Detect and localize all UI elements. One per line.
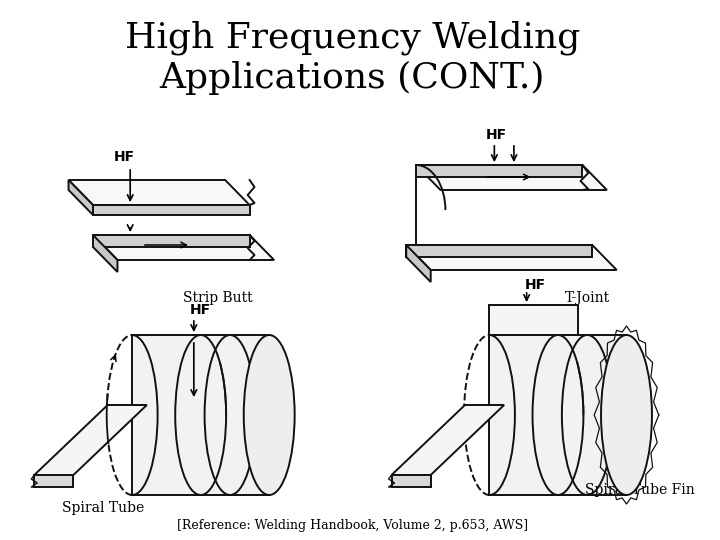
Polygon shape [406,245,593,257]
Text: HF: HF [114,150,135,164]
Polygon shape [93,235,250,247]
Text: [Reference: Welding Handbook, Volume 2, p.653, AWS]: [Reference: Welding Handbook, Volume 2, … [177,519,528,532]
Text: T-Joint: T-Joint [564,291,610,305]
Polygon shape [132,335,269,495]
Polygon shape [416,165,582,177]
Text: Spiral Tube Fin: Spiral Tube Fin [585,483,695,497]
Polygon shape [93,205,250,215]
Polygon shape [406,245,431,282]
Text: High Frequency Welding: High Frequency Welding [125,21,580,55]
Text: HF: HF [525,278,546,292]
Polygon shape [490,335,626,495]
Polygon shape [93,235,274,260]
Polygon shape [35,475,73,487]
Ellipse shape [601,335,652,495]
Polygon shape [490,305,577,335]
Text: Spiral Tube: Spiral Tube [62,501,144,515]
Ellipse shape [244,335,294,495]
Polygon shape [68,180,93,215]
Polygon shape [93,235,117,272]
Polygon shape [35,405,147,475]
Text: Applications (CONT.): Applications (CONT.) [160,61,545,95]
Polygon shape [68,180,250,205]
Text: HF: HF [190,303,211,317]
Polygon shape [392,405,504,475]
Text: HF: HF [486,128,507,142]
Polygon shape [416,165,607,190]
Polygon shape [406,245,617,270]
Polygon shape [392,475,431,487]
Text: Strip Butt: Strip Butt [182,291,252,305]
